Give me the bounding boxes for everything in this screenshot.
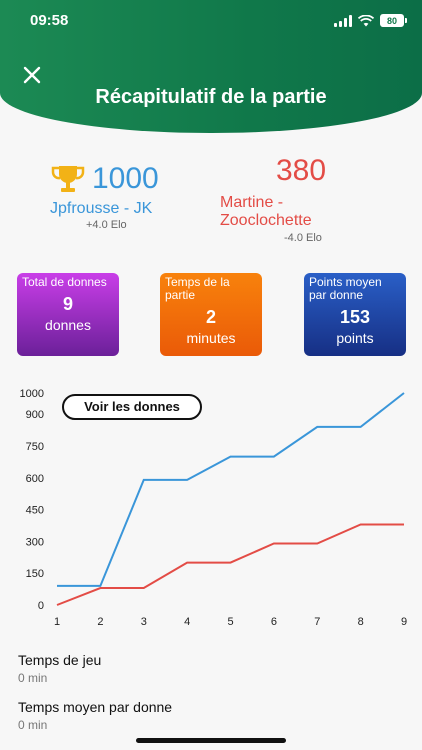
y-tick-label: 300 [26,536,44,548]
header: 09:58 80 Récapitulatif de la partie [0,0,422,133]
stat-unit: points [336,330,374,346]
series-line-2 [56,523,404,606]
player-two-name-line2: Zooclochette [220,212,312,229]
player-two-name-line1: Martine - [220,194,284,211]
player-two-name: Martine - Zooclochette [220,194,370,230]
close-icon[interactable] [20,63,44,87]
score-line-chart: 0 150 300 450 600 750 900 1000 1 2 3 4 5 6 7 8 9 [20,388,408,628]
voir-donnes-button[interactable]: Voir les donnes [62,394,202,420]
stat-label: Temps de la partie [165,275,230,302]
y-tick-label: 150 [26,568,44,580]
player-one-name: Jpfrousse - JK [50,200,153,217]
player-two-elo: -4.0 Elo [284,232,322,244]
player-two: 380 Martine - Zooclochette -4.0 Elo [220,154,370,244]
x-tick-label: 6 [271,616,277,628]
stat-unit: minutes [186,330,236,346]
player-two-score: 380 [276,154,327,187]
player-one: 1000 Jpfrousse - JK +4.0 Elo [50,162,190,231]
y-tick-label: 600 [26,473,44,485]
stat-label: Total de donnes [22,275,107,289]
info-temps-jeu: Temps de jeu 0 min [18,652,101,685]
y-tick-label: 0 [38,600,44,612]
player-one-elo: +4.0 Elo [86,219,127,231]
stat-value: 2 [205,307,216,327]
players-section: 1000 Jpfrousse - JK +4.0 Elo 380 Martine… [0,150,422,250]
y-tick-label: 450 [26,505,44,517]
info-value: 0 min [18,671,48,685]
stat-card-points-moyen: Points moyen par donne 153 points [304,273,406,356]
x-tick-label: 9 [401,616,407,628]
trophy-icon [51,166,85,192]
player-one-score: 1000 [92,162,159,195]
stat-value: 9 [62,294,73,314]
info-label: Temps moyen par donne [18,699,173,715]
y-tick-label: 750 [26,441,44,453]
battery-icon: 80 [380,14,407,27]
home-indicator [136,738,286,743]
x-tick-label: 8 [358,616,364,628]
stat-value: 153 [339,307,371,327]
x-tick-label: 4 [184,616,190,628]
y-tick-label: 900 [26,409,44,421]
x-tick-label: 1 [54,616,60,628]
y-tick-label: 1000 [20,388,44,400]
info-label: Temps de jeu [18,652,102,668]
x-tick-label: 2 [97,616,103,628]
status-time: 09:58 [30,12,69,29]
info-value: 0 min [18,718,48,732]
stat-unit: donnes [45,317,91,333]
stat-label: Points moyen par donne [309,275,382,302]
x-tick-label: 5 [227,616,233,628]
stat-card-total-donnes: Total de donnes 9 donnes [17,273,119,356]
status-icons: 80 [334,14,407,27]
series-line-1 [57,392,405,587]
wifi-icon [358,14,374,26]
x-tick-label: 7 [314,616,320,628]
status-bar: 09:58 80 [0,12,422,32]
signal-icon [334,14,352,27]
page-title: Récapitulatif de la partie [95,86,327,108]
stat-card-temps-partie: Temps de la partie 2 minutes [160,273,262,356]
x-tick-label: 3 [141,616,147,628]
info-temps-moyen: Temps moyen par donne 0 min [18,699,172,732]
